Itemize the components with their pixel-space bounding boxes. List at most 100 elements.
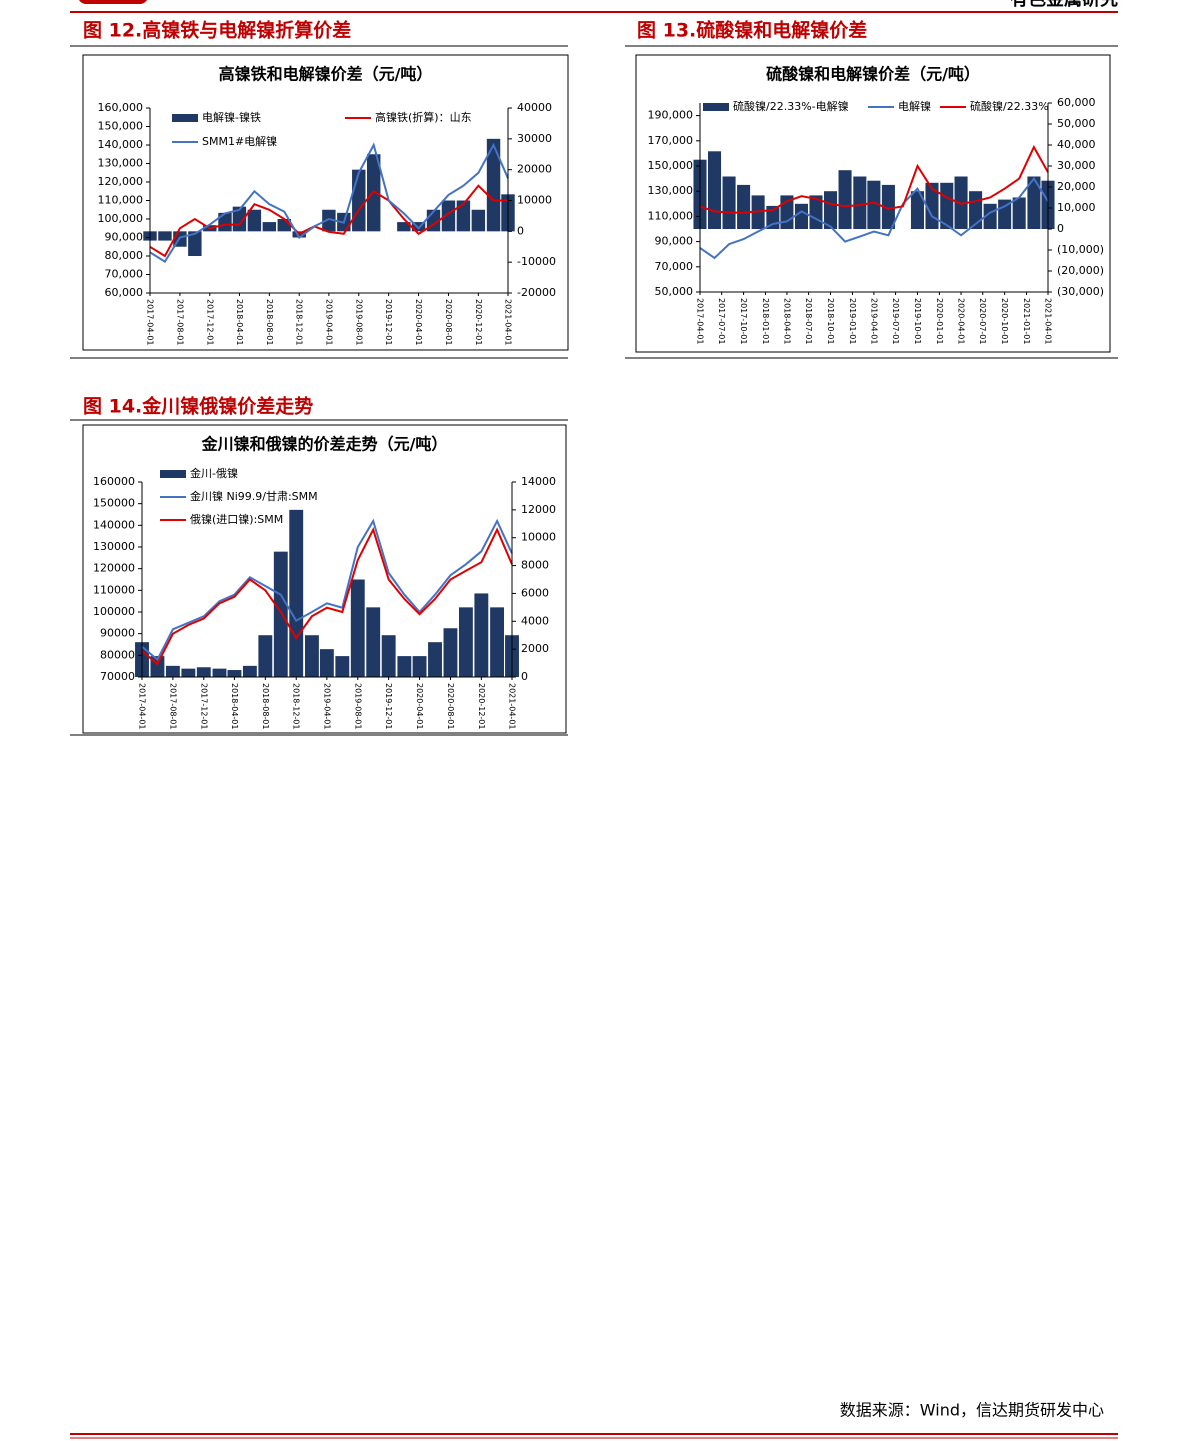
y-tick-label: 140000: [93, 518, 135, 531]
x-tick-label: 2020-04-01: [415, 683, 424, 730]
x-tick-label: 2021-04-01: [504, 299, 513, 346]
legend-label: 硫酸镍/22.33%-电解镍: [733, 99, 849, 113]
bar: [247, 209, 262, 232]
bar: [227, 670, 242, 677]
y2-tick-label: 10000: [517, 194, 552, 207]
bar: [188, 231, 202, 256]
x-tick-label: 2019-12-01: [384, 683, 393, 730]
bar: [196, 667, 211, 677]
y-tick-label: 160,000: [98, 101, 144, 114]
x-tick-label: 2018-12-01: [292, 683, 301, 730]
y2-tick-label: 60,000: [1057, 96, 1096, 109]
x-tick-label: 2018-01-01: [761, 298, 770, 345]
y-tick-label: 160000: [93, 475, 135, 488]
bar: [910, 191, 924, 229]
bar: [794, 203, 808, 229]
bar: [867, 180, 881, 229]
figure-title: 图 12.高镍铁与电解镍折算价差: [83, 19, 351, 42]
x-tick-label: 2021-04-01: [1044, 298, 1053, 345]
y-tick-label: 70000: [100, 670, 135, 683]
x-tick-label: 2017-08-01: [175, 299, 184, 346]
y2-tick-label: 40000: [517, 101, 552, 114]
y2-tick-label: 2000: [521, 642, 549, 655]
bar: [708, 151, 722, 229]
bar: [881, 184, 895, 229]
y-tick-label: 110000: [93, 583, 135, 596]
legend-swatch: [172, 114, 198, 122]
bar: [366, 607, 381, 677]
x-tick-label: 2018-07-01: [804, 298, 813, 345]
x-tick-label: 2017-10-01: [739, 298, 748, 345]
y2-tick-label: 4000: [521, 614, 549, 627]
legend-label: 俄镍(进口镍):SMM: [190, 512, 283, 526]
x-tick-label: 2019-12-01: [384, 299, 393, 346]
bar: [273, 551, 288, 677]
x-tick-label: 2017-12-01: [199, 683, 208, 730]
y-tick-label: 120,000: [98, 175, 144, 188]
bar: [722, 176, 736, 229]
x-tick-label: 2020-10-01: [1000, 298, 1009, 345]
y2-tick-label: (30,000): [1057, 285, 1104, 298]
y2-tick-label: 10,000: [1057, 201, 1096, 214]
y2-tick-label: 20,000: [1057, 180, 1096, 193]
x-tick-label: 2018-12-01: [295, 299, 304, 346]
chart-title: 硫酸镍和电解镍价差（元/吨）: [766, 65, 980, 84]
y-tick-label: 130000: [93, 540, 135, 553]
y-tick-label: 110,000: [98, 194, 144, 207]
x-tick-label: 2019-08-01: [354, 299, 363, 346]
y-tick-label: 150,000: [648, 159, 694, 172]
bar: [165, 665, 180, 677]
bar: [242, 665, 257, 677]
bar: [737, 184, 751, 229]
bar: [262, 222, 277, 232]
y2-tick-label: -20000: [517, 286, 556, 299]
y2-tick-label: 14000: [521, 475, 556, 488]
x-tick-label: 2020-07-01: [978, 298, 987, 345]
x-tick-label: 2017-04-01: [138, 683, 147, 730]
y2-tick-label: -10000: [517, 255, 556, 268]
x-tick-label: 2020-12-01: [474, 299, 483, 346]
y-tick-label: 80000: [100, 648, 135, 661]
figure-title: 图 14.金川镍俄镍价差走势: [83, 395, 313, 418]
y-tick-label: 150000: [93, 497, 135, 510]
bar: [397, 222, 411, 232]
y-tick-label: 130,000: [98, 157, 144, 170]
line-series: [149, 142, 509, 263]
bar: [824, 191, 838, 229]
bar: [397, 656, 412, 677]
bar: [1012, 197, 1026, 229]
logo: [79, 0, 147, 4]
bar: [381, 635, 396, 677]
y2-tick-label: (10,000): [1057, 243, 1104, 256]
x-tick-label: 2018-10-01: [826, 298, 835, 345]
x-tick-label: 2020-12-01: [477, 683, 486, 730]
x-tick-label: 2019-01-01: [848, 298, 857, 345]
y-tick-label: 50,000: [655, 285, 694, 298]
y2-tick-label: 0: [517, 224, 524, 237]
bar: [218, 212, 232, 232]
x-tick-label: 2018-08-01: [265, 299, 274, 346]
x-tick-label: 2021-01-01: [1022, 298, 1031, 345]
y-tick-label: 150,000: [98, 120, 144, 133]
legend-label: 硫酸镍/22.33%: [970, 99, 1049, 113]
line-series: [699, 144, 1049, 214]
y2-tick-label: (20,000): [1057, 264, 1104, 277]
y-tick-label: 80,000: [105, 249, 144, 262]
y-tick-label: 90,000: [655, 235, 694, 248]
y-tick-label: 100000: [93, 605, 135, 618]
bar: [490, 607, 504, 677]
bar: [458, 607, 473, 677]
bar: [258, 635, 273, 677]
figure-title: 图 13.硫酸镍和电解镍价差: [637, 19, 867, 42]
x-tick-label: 2021-04-01: [508, 683, 517, 730]
y2-tick-label: 0: [521, 670, 528, 683]
y-tick-label: 190,000: [648, 109, 694, 122]
y2-tick-label: 0: [1057, 222, 1064, 235]
bar: [486, 138, 501, 232]
legend-label: 金川镍 Ni99.9/甘肃:SMM: [190, 489, 318, 503]
source-note: 数据来源：Wind，信达期货研发中心: [840, 1401, 1104, 1420]
y-tick-label: 70,000: [655, 260, 694, 273]
bar: [181, 668, 196, 677]
